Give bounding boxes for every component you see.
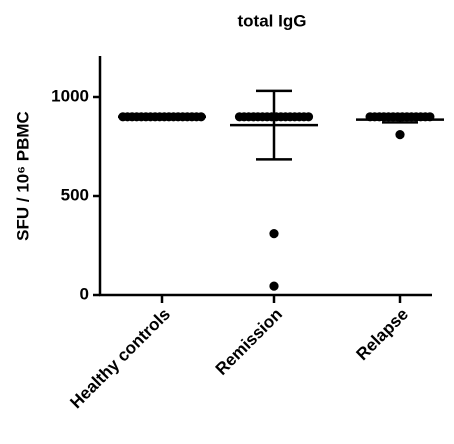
y-tick-label: 500 xyxy=(61,185,89,204)
x-tick-label: Healthy controls xyxy=(66,305,174,413)
data-point xyxy=(303,112,314,122)
data-point xyxy=(395,130,405,140)
x-tick-label: Relapse xyxy=(352,305,412,365)
data-point xyxy=(269,229,279,239)
data-point xyxy=(269,281,279,291)
y-tick-label: 0 xyxy=(80,284,89,303)
x-tick-label: Remission xyxy=(212,305,286,379)
y-axis-label: SFU / 10⁶ PBMC xyxy=(13,111,32,241)
y-tick-label: 1000 xyxy=(51,86,89,105)
chart-title: total IgG xyxy=(238,11,307,30)
